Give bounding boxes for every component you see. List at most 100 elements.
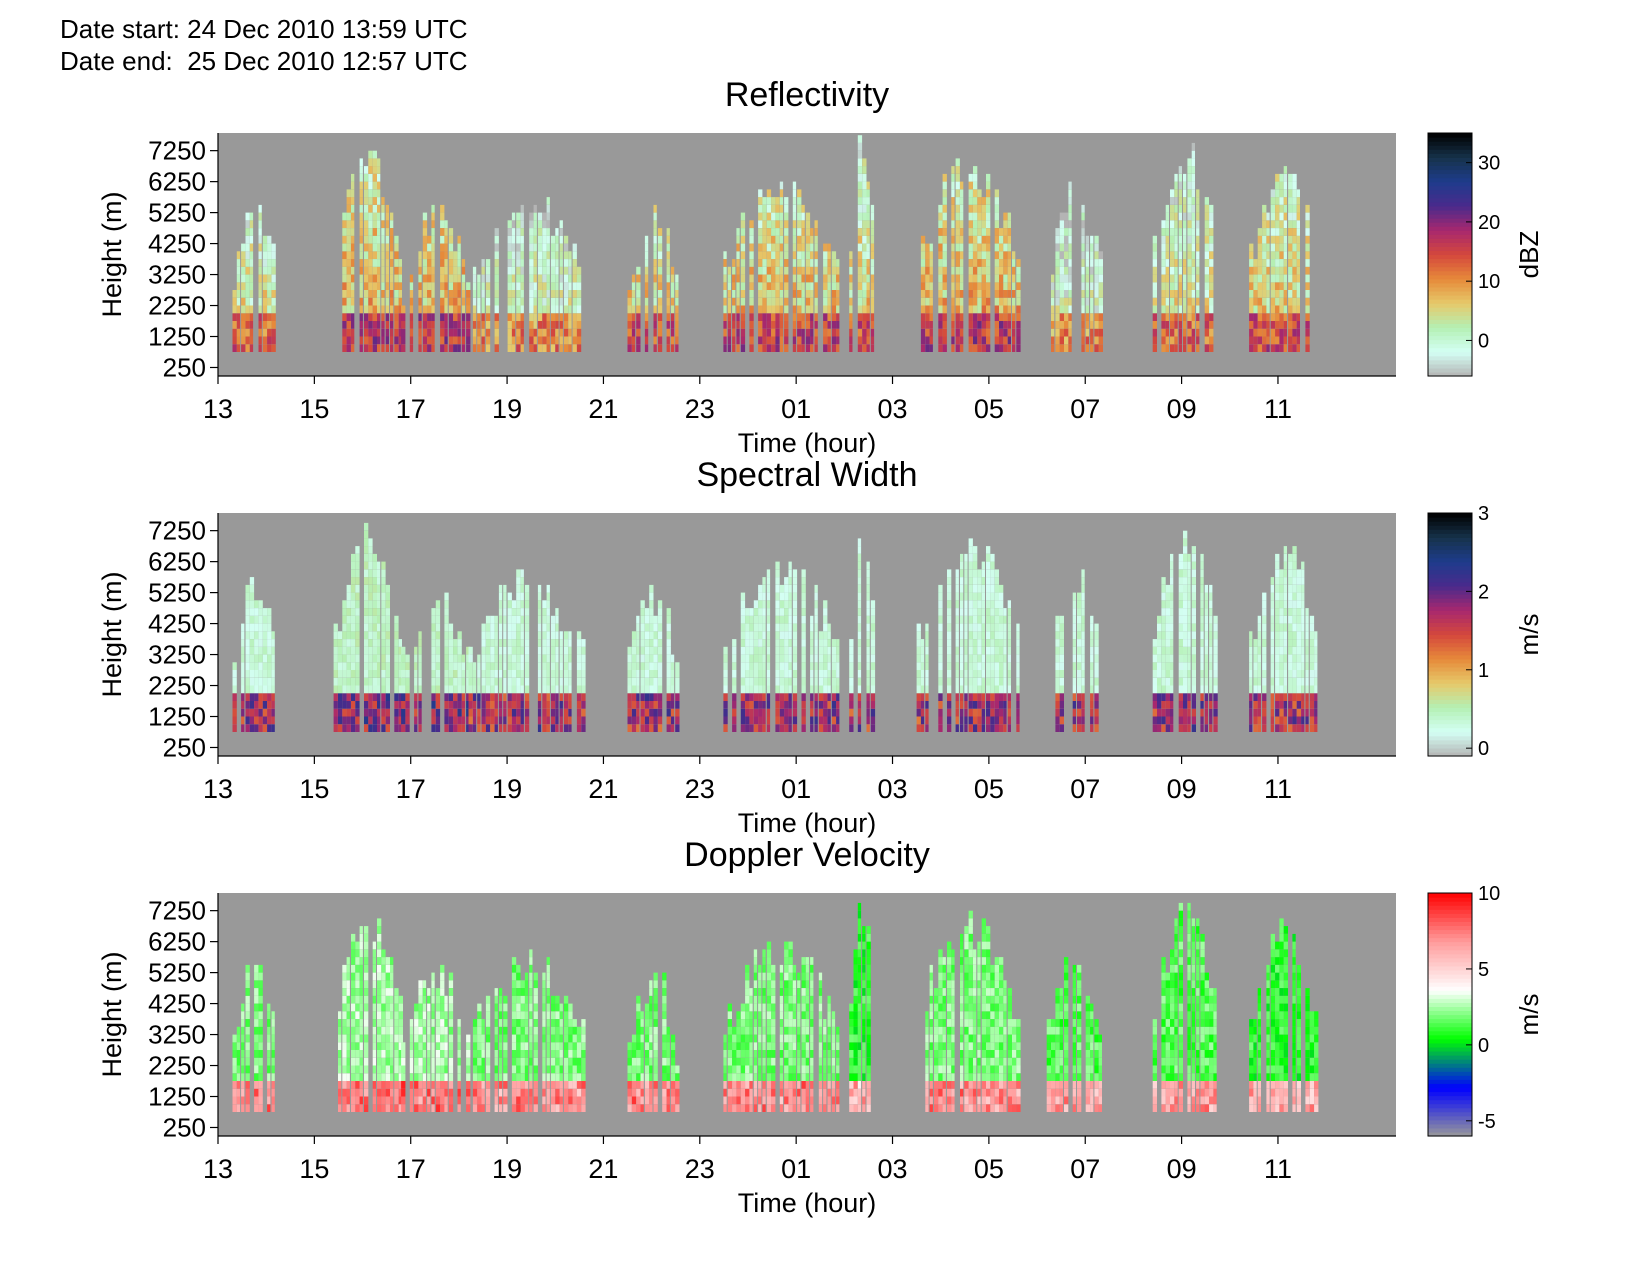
heatmap-cell [727, 305, 731, 314]
heatmap-cell [981, 569, 985, 578]
heatmap-cell [1183, 290, 1187, 298]
heatmap-cell [245, 685, 250, 694]
heatmap-cell [977, 290, 982, 298]
heatmap-cell [466, 321, 471, 329]
heatmap-cell [516, 220, 521, 228]
heatmap-cell [1055, 243, 1060, 252]
heatmap-cell [533, 305, 537, 314]
heatmap-cell [870, 336, 875, 345]
heatmap-cell [524, 584, 530, 593]
heatmap-cell [942, 181, 947, 190]
heatmap-cell [351, 685, 356, 694]
heatmap-cell [271, 328, 276, 337]
heatmap-cell [1178, 615, 1183, 624]
heatmap-cell [494, 615, 498, 624]
heatmap-cell [1262, 259, 1267, 267]
heatmap-cell [823, 600, 828, 608]
heatmap-cell [537, 251, 543, 259]
heatmap-cell [1262, 336, 1267, 345]
heatmap-cell [372, 608, 377, 616]
heatmap-cell [468, 708, 473, 717]
heatmap-cell [368, 266, 373, 275]
heatmap-cell [1055, 724, 1060, 732]
heatmap-cell [440, 228, 445, 236]
heatmap-cell [254, 662, 259, 670]
heatmap-cell [1257, 321, 1262, 329]
heatmap-cell [766, 290, 772, 298]
heatmap-cell [1200, 708, 1204, 717]
heatmap-cell [857, 274, 863, 283]
heatmap-cell [1257, 313, 1262, 321]
heatmap-cell [866, 577, 870, 585]
heatmap-cell [398, 290, 402, 298]
heatmap-cell [938, 685, 943, 694]
heatmap-cell [533, 290, 537, 298]
heatmap-cell [1191, 646, 1196, 655]
heatmap-cell [653, 328, 657, 337]
heatmap-cell [657, 266, 663, 275]
heatmap-cell [644, 693, 650, 701]
heatmap-cell [1003, 290, 1008, 298]
heatmap-cell [372, 670, 377, 678]
heatmap-cell [1059, 243, 1064, 252]
heatmap-cell [779, 228, 784, 236]
heatmap-cell [258, 693, 263, 701]
heatmap-cell [472, 274, 477, 283]
heatmap-cell [831, 251, 837, 259]
heatmap-cell [550, 615, 556, 624]
heatmap-cell [1059, 701, 1064, 709]
heatmap-cell [784, 685, 789, 694]
heatmap-cell [653, 631, 658, 639]
heatmap-cell [258, 305, 262, 314]
heatmap-cell [271, 662, 275, 670]
heatmap-cell [342, 243, 347, 252]
heatmap-cell [1283, 290, 1287, 298]
heatmap-cell [342, 724, 347, 732]
heatmap-cell [740, 290, 746, 298]
heatmap-cell [657, 336, 663, 345]
heatmap-cell [775, 639, 780, 647]
heatmap-cell [792, 220, 797, 228]
heatmap-cell [964, 553, 968, 562]
heatmap-cell [818, 685, 824, 694]
heatmap-cell [1174, 197, 1178, 205]
heatmap-cell [333, 716, 338, 725]
heatmap-cell [960, 608, 964, 616]
heatmap-cell [994, 297, 999, 306]
heatmap-cell [762, 639, 766, 647]
heatmap-cell [964, 592, 968, 601]
heatmap-cell [1270, 228, 1275, 236]
heatmap-cell [1257, 243, 1262, 252]
heatmap-cell [1003, 662, 1007, 670]
heatmap-cell [1090, 297, 1094, 306]
heatmap-cell [951, 336, 955, 345]
heatmap-cell [241, 654, 245, 663]
heatmap-cell [986, 701, 991, 709]
heatmap-cell [1270, 204, 1275, 213]
heatmap-cell [784, 631, 789, 639]
heatmap-cell [1283, 313, 1287, 321]
heatmap-cell [1178, 693, 1183, 701]
heatmap-cell [351, 584, 356, 593]
heatmap-cell [559, 328, 563, 337]
heatmap-cell [644, 344, 649, 352]
heatmap-cell [414, 716, 418, 725]
heatmap-cell [1161, 305, 1166, 314]
heatmap-cell [507, 336, 512, 345]
heatmap-cell [749, 321, 754, 329]
heatmap-cell [431, 305, 435, 314]
heatmap-cell [258, 212, 262, 221]
heatmap-cell [555, 266, 559, 275]
heatmap-cell [249, 259, 254, 267]
heatmap-cell [1209, 251, 1214, 259]
heatmap-cell [372, 181, 377, 190]
heatmap-cell [968, 321, 973, 329]
heatmap-cell [857, 654, 862, 663]
heatmap-cell [805, 220, 811, 228]
heatmap-cell [1183, 212, 1187, 221]
heatmap-cell [870, 313, 875, 321]
heatmap-cell [377, 662, 381, 670]
heatmap-cell [792, 646, 798, 655]
heatmap-cell [453, 313, 458, 321]
heatmap-cell [1270, 259, 1275, 267]
